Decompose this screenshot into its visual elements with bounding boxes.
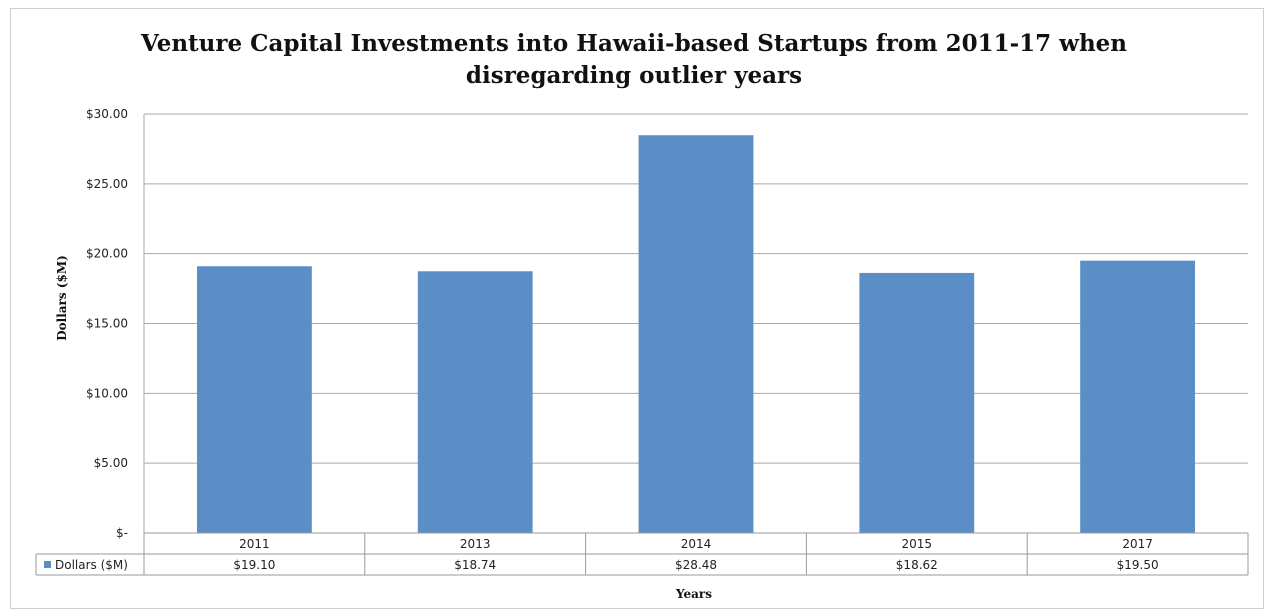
y-tick-labels: $- $5.00 $10.00 $15.00 $20.00 $25.00 $30.00	[86, 107, 128, 540]
y-tick-label: $20.00	[86, 247, 128, 261]
bar-2017	[1080, 260, 1196, 533]
chart-title-line-1: Venture Capital Investments into Hawaii-…	[140, 30, 1128, 57]
bar-2015	[859, 272, 975, 533]
x-tick-label: 2015	[902, 537, 933, 551]
x-axis-label: Years	[675, 587, 712, 601]
bar-2013	[417, 271, 533, 533]
data-label: $28.48	[675, 558, 717, 572]
x-tick-label: 2017	[1122, 537, 1153, 551]
data-label: $18.74	[454, 558, 496, 572]
x-tick-label: 2014	[681, 537, 712, 551]
legend-label: Dollars ($M)	[55, 558, 128, 572]
y-tick-label: $15.00	[86, 317, 128, 331]
bar-2014	[638, 135, 754, 533]
y-tick-label: $10.00	[86, 386, 128, 400]
legend-swatch	[44, 561, 51, 568]
x-tick-label: 2011	[239, 537, 270, 551]
chart-title-line-2: disregarding outlier years	[465, 62, 803, 89]
y-tick-label: $30.00	[86, 107, 128, 121]
data-label: $19.50	[1117, 558, 1159, 572]
bars	[196, 135, 1196, 533]
data-label: $18.62	[896, 558, 938, 572]
data-label: $19.10	[233, 558, 275, 572]
y-tick-label: $25.00	[86, 177, 128, 191]
chart-title: Venture Capital Investments into Hawaii-…	[0, 28, 1268, 92]
data-table: 2011 $19.10 2013 $18.74 2014 $28.48 2015 $18.62…	[35, 532, 1249, 576]
y-axis-label: Dollars ($M)	[55, 255, 69, 341]
y-tick-label: $-	[116, 526, 128, 540]
x-tick-label: 2013	[460, 537, 491, 551]
bar-2011	[196, 266, 312, 533]
y-tick-label: $5.00	[94, 456, 128, 470]
